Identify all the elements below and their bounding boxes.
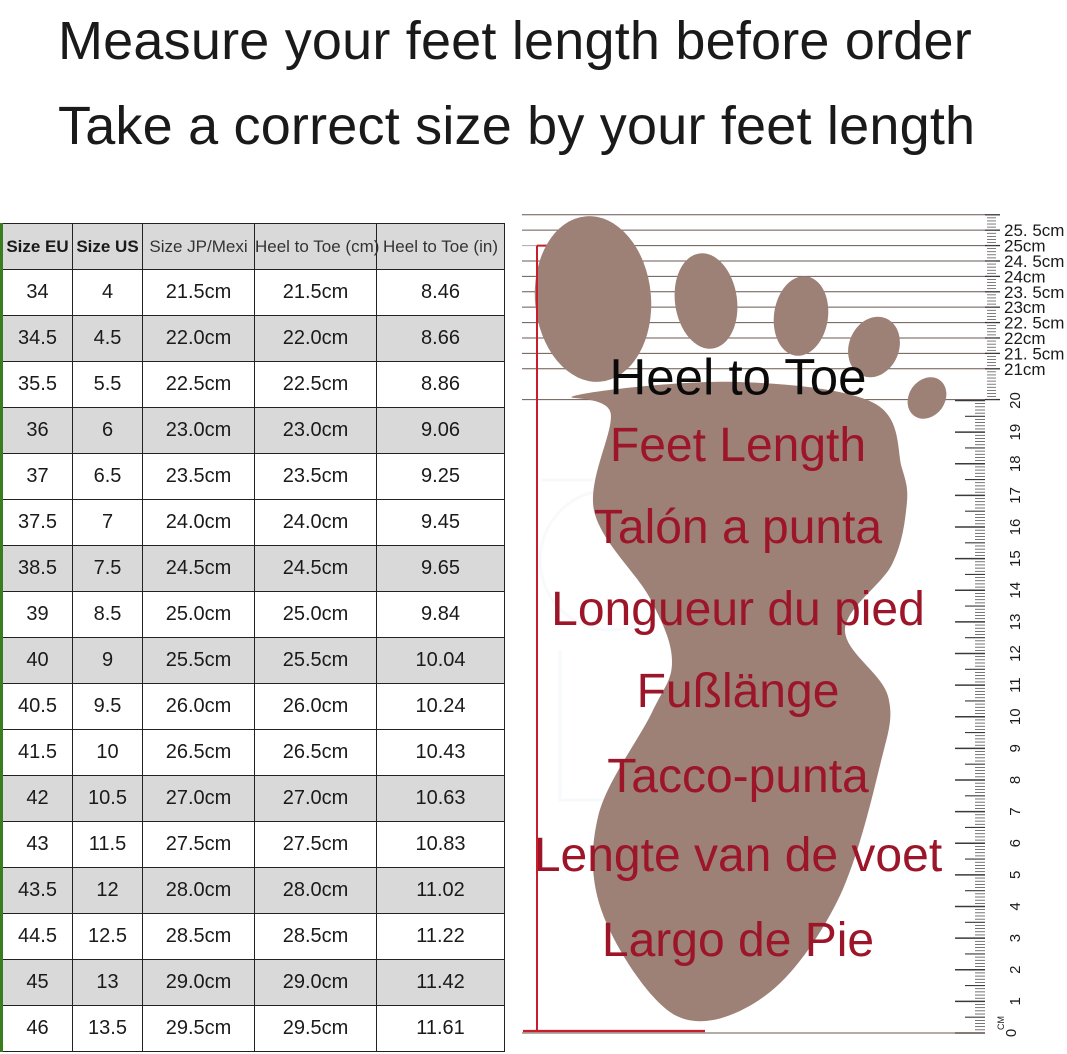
svg-text:Tacco-punta: Tacco-punta — [607, 750, 869, 803]
svg-text:21cm: 21cm — [1004, 360, 1046, 379]
svg-text:20: 20 — [1007, 392, 1024, 409]
svg-text:Longueur du pied: Longueur du pied — [551, 583, 925, 636]
svg-text:10: 10 — [1007, 708, 1024, 725]
svg-text:14: 14 — [1007, 582, 1024, 599]
svg-text:17: 17 — [1007, 487, 1024, 504]
svg-text:9: 9 — [1007, 744, 1024, 752]
svg-text:Fußlänge: Fußlänge — [637, 665, 840, 718]
svg-text:12: 12 — [1007, 645, 1024, 662]
svg-text:3: 3 — [1007, 934, 1024, 942]
svg-text:1: 1 — [1007, 997, 1024, 1005]
svg-text:Talón a punta: Talón a punta — [594, 501, 883, 554]
svg-text:5: 5 — [1007, 871, 1024, 879]
svg-text:Heel to Toe: Heel to Toe — [609, 348, 866, 405]
svg-text:Lengte van de voet: Lengte van de voet — [534, 829, 942, 882]
svg-text:13: 13 — [1007, 614, 1024, 631]
svg-text:7: 7 — [1007, 807, 1024, 815]
svg-text:16: 16 — [1007, 519, 1024, 536]
svg-text:19: 19 — [1007, 424, 1024, 441]
svg-text:18: 18 — [1007, 455, 1024, 472]
svg-text:11: 11 — [1007, 677, 1024, 693]
svg-text:Feet Length: Feet Length — [610, 419, 866, 472]
svg-text:2: 2 — [1007, 966, 1024, 974]
svg-text:4: 4 — [1007, 902, 1024, 910]
svg-text:Largo de Pie: Largo de Pie — [602, 914, 874, 967]
svg-text:6: 6 — [1007, 839, 1024, 847]
svg-text:CM: CM — [996, 1016, 1006, 1030]
svg-text:8: 8 — [1007, 776, 1024, 784]
svg-text:15: 15 — [1007, 550, 1024, 567]
